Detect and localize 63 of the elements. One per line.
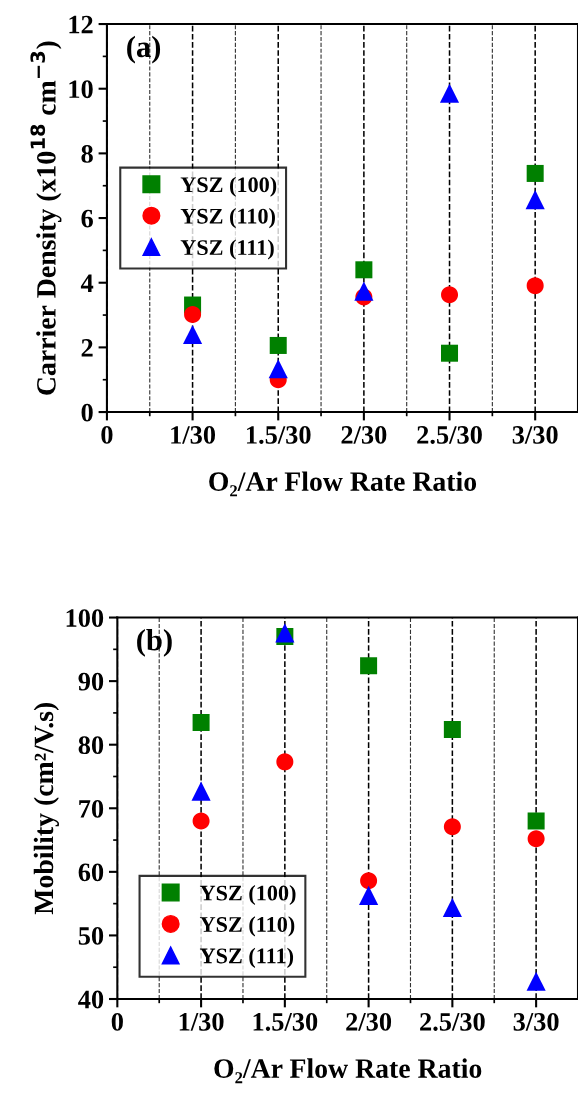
y-tick-label: 70 bbox=[79, 799, 104, 818]
point bbox=[183, 324, 203, 345]
y-tick-label: 2 bbox=[81, 339, 93, 357]
y-tick-label: 12 bbox=[69, 15, 93, 34]
y-tick-label: 6 bbox=[81, 209, 93, 228]
point bbox=[359, 885, 379, 905]
legend-label: YSZ (100) bbox=[180, 176, 277, 197]
point bbox=[360, 657, 378, 675]
x-axis-title: O₂/Ar Flow Rate Ratio bbox=[209, 471, 477, 497]
x-tick-label: 0 bbox=[111, 1012, 123, 1031]
point bbox=[192, 812, 210, 830]
point bbox=[441, 286, 459, 304]
point bbox=[525, 190, 545, 210]
x-tick-label: 1.5/30 bbox=[246, 426, 311, 444]
y-tick-label: 10 bbox=[69, 80, 93, 99]
point bbox=[527, 830, 545, 848]
point bbox=[527, 812, 545, 830]
x-tick-label: 1/30 bbox=[171, 426, 216, 444]
y-tick-label: 90 bbox=[78, 672, 104, 691]
x-tick-label: 1/30 bbox=[179, 1012, 224, 1031]
x-tick-label: 2/30 bbox=[346, 1012, 392, 1031]
point bbox=[360, 872, 378, 890]
point bbox=[275, 623, 295, 643]
x-tick-label: 3/30 bbox=[513, 1012, 559, 1031]
point bbox=[355, 261, 373, 279]
x-tick-label: 2.5/30 bbox=[417, 426, 482, 444]
y-tick-label: 4 bbox=[80, 274, 94, 292]
point bbox=[191, 781, 211, 801]
y-tick-label: 40 bbox=[78, 990, 104, 1009]
point bbox=[443, 720, 461, 738]
legend-label: YSZ (111) bbox=[180, 239, 274, 260]
point bbox=[354, 281, 374, 301]
point bbox=[269, 336, 287, 354]
x-axis-title: O₂/Ar Flow Rate Ratio bbox=[214, 1058, 482, 1084]
point bbox=[526, 971, 546, 991]
point bbox=[268, 359, 288, 379]
y-tick-label: 0 bbox=[81, 403, 93, 422]
x-tick-label: 2/30 bbox=[341, 426, 387, 444]
point bbox=[442, 897, 462, 918]
y-tick-label: 80 bbox=[78, 736, 104, 755]
y-tick-label: 50 bbox=[78, 927, 104, 945]
y-tick-label: 100 bbox=[66, 609, 104, 627]
annotation: (a) bbox=[127, 35, 161, 64]
point bbox=[184, 305, 202, 323]
y-axis-title: Mobility (cm²/V.s) bbox=[33, 702, 59, 915]
point bbox=[441, 344, 459, 362]
y-tick-label: 60 bbox=[78, 863, 104, 882]
legend-label: YSZ (110) bbox=[180, 208, 275, 229]
legend-label: YSZ (110) bbox=[199, 916, 295, 937]
x-tick-label: 2.5/30 bbox=[420, 1012, 485, 1031]
point bbox=[276, 753, 294, 771]
point bbox=[526, 164, 544, 182]
x-tick-label: 3/30 bbox=[512, 426, 558, 444]
x-tick-label: 1.5/30 bbox=[253, 1012, 318, 1031]
annotation: (b) bbox=[137, 628, 172, 657]
legend-label: YSZ (111) bbox=[199, 947, 294, 968]
y-tick-label: 8 bbox=[81, 144, 93, 163]
y-axis-title: Carrier Density (x10$^{18}$ cm$^{−3}$) bbox=[30, 41, 62, 395]
point bbox=[526, 277, 544, 295]
point bbox=[443, 818, 461, 836]
legend-label: YSZ (100) bbox=[199, 884, 296, 906]
point bbox=[439, 83, 460, 103]
point bbox=[192, 713, 210, 731]
